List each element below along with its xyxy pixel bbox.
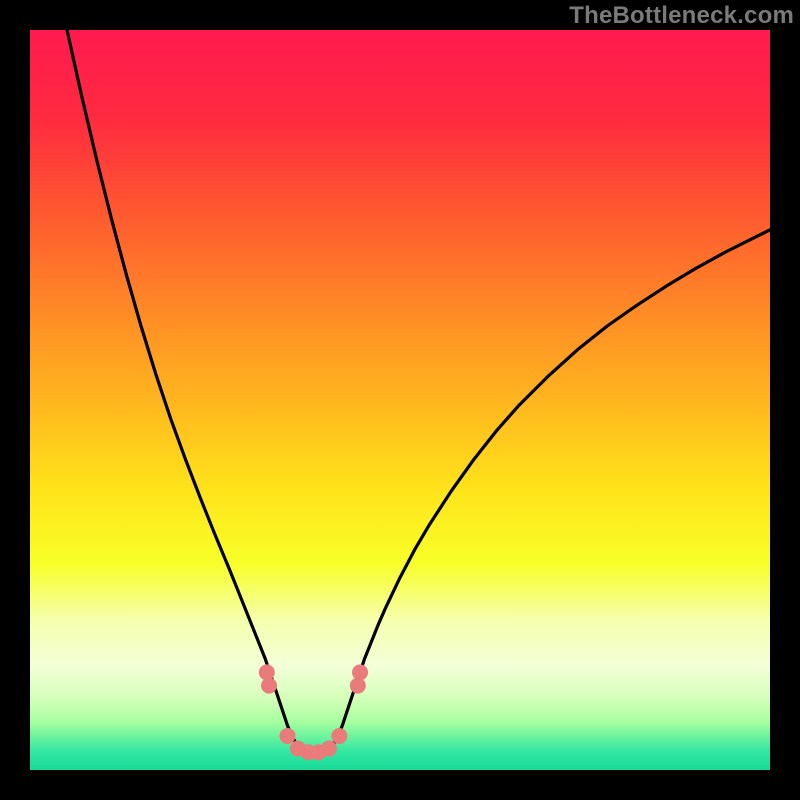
chart-frame: TheBottleneck.com — [0, 0, 800, 800]
gradient-background — [30, 30, 770, 770]
watermark-text: TheBottleneck.com — [569, 2, 794, 30]
highlight-dot — [262, 678, 277, 693]
highlight-dot — [332, 728, 347, 743]
highlight-dot — [280, 728, 295, 743]
highlight-dot — [353, 665, 368, 680]
bottleneck-curve-chart — [30, 30, 770, 770]
highlight-dot — [321, 741, 336, 756]
highlight-dot — [350, 678, 365, 693]
highlight-dot — [259, 665, 274, 680]
plot-area — [30, 30, 770, 770]
